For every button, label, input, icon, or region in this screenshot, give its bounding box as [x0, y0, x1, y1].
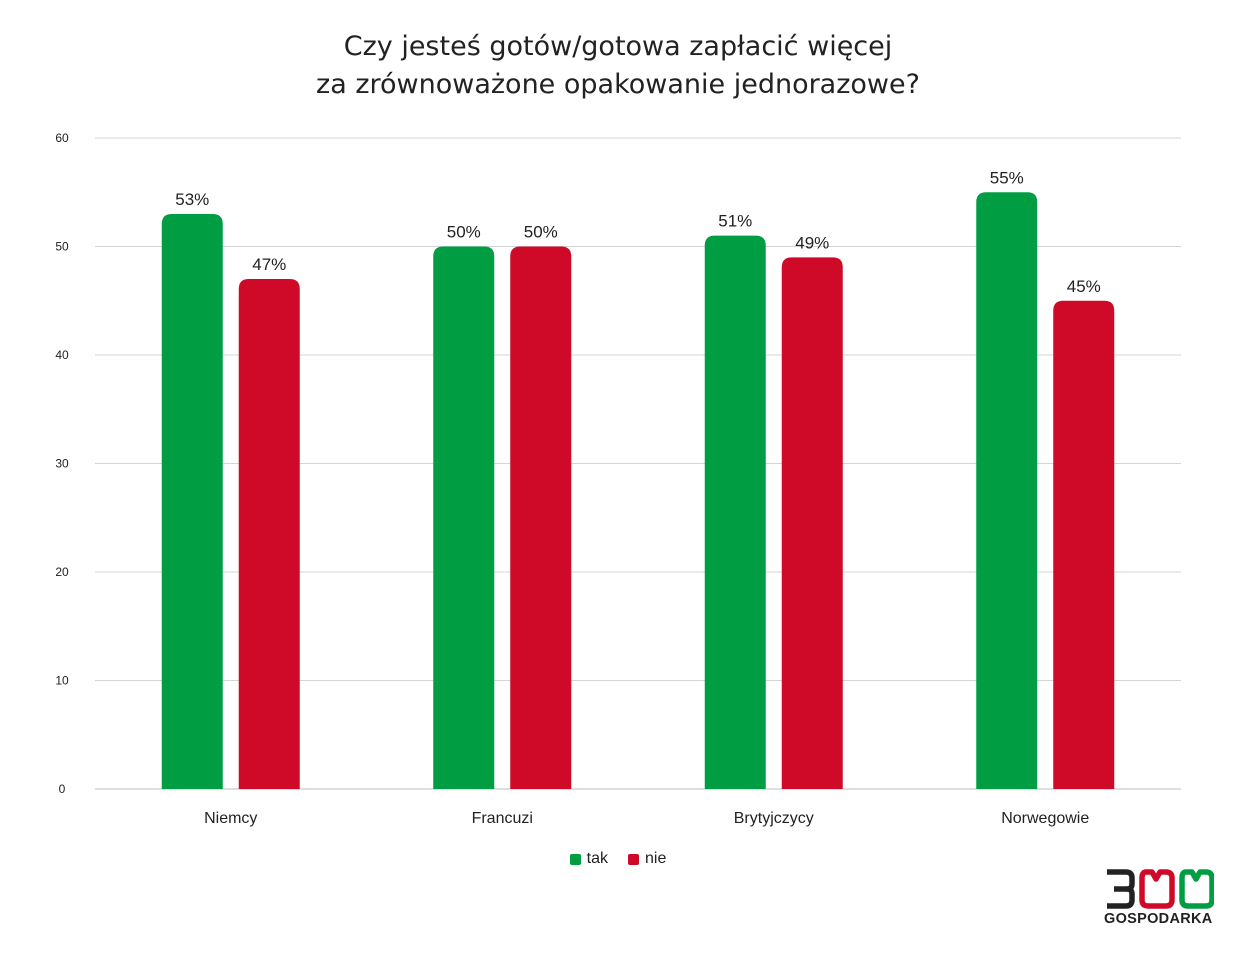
data-label: 50%	[447, 223, 481, 242]
category-label: Brytyjczycy	[734, 810, 814, 827]
logo-300-mark	[1107, 869, 1214, 909]
chart-title-line-2: za zrównoważone opakowanie jednorazowe?	[316, 69, 920, 100]
legend-item-nie: nie	[627, 850, 667, 868]
bar-nie-norwegowie	[1053, 300, 1115, 789]
legend-swatch	[569, 853, 581, 865]
category-label: Norwegowie	[1001, 810, 1089, 827]
bar-nie-niemcy	[238, 279, 300, 789]
data-label: 45%	[1067, 277, 1101, 296]
bar-tak-francuzi	[433, 246, 495, 789]
logo-text: GOSPODARKA	[1104, 911, 1213, 927]
bar-tak-niemcy	[161, 213, 223, 789]
data-labels: 53% 47% 50% 50% 51% 49% 55% 45%	[175, 168, 1101, 296]
y-tick-label: 60	[55, 131, 69, 145]
legend: tak nie	[0, 850, 1236, 868]
y-tick-label: 30	[55, 457, 69, 471]
legend-label: nie	[644, 850, 667, 867]
data-label: 51%	[718, 212, 752, 231]
y-tick-label: 10	[55, 674, 69, 688]
y-tick-label: 40	[55, 348, 69, 362]
y-axis-ticks: 0 10 20 30 40 50 60	[55, 131, 69, 796]
y-tick-label: 50	[55, 240, 69, 254]
bar-tak-norwegowie	[976, 192, 1038, 789]
y-tick-label: 20	[55, 565, 69, 579]
y-tick-label: 0	[59, 782, 66, 796]
bar-nie-francuzi	[510, 246, 572, 789]
category-labels: Niemcy Francuzi Brytyjczycy Norwegowie	[204, 810, 1089, 827]
data-label: 49%	[795, 233, 829, 252]
legend-swatch	[627, 853, 639, 865]
legend-label: tak	[586, 850, 608, 867]
data-label: 55%	[990, 168, 1024, 187]
bar-tak-brytyjczycy	[704, 235, 766, 789]
chart-title: Czy jesteś gotów/gotowa zapłacić więcej …	[0, 28, 1236, 104]
bar-nie-brytyjczycy	[781, 257, 843, 790]
legend-item-tak: tak	[569, 850, 608, 868]
data-label: 47%	[252, 255, 286, 274]
data-label: 50%	[524, 223, 558, 242]
category-label: Francuzi	[472, 810, 533, 827]
logo: GOSPODARKA	[1104, 868, 1214, 927]
data-label: 53%	[175, 190, 209, 209]
category-label: Niemcy	[204, 810, 257, 827]
chart-title-line-1: Czy jesteś gotów/gotowa zapłacić więcej	[343, 31, 893, 62]
bars	[161, 192, 1115, 790]
